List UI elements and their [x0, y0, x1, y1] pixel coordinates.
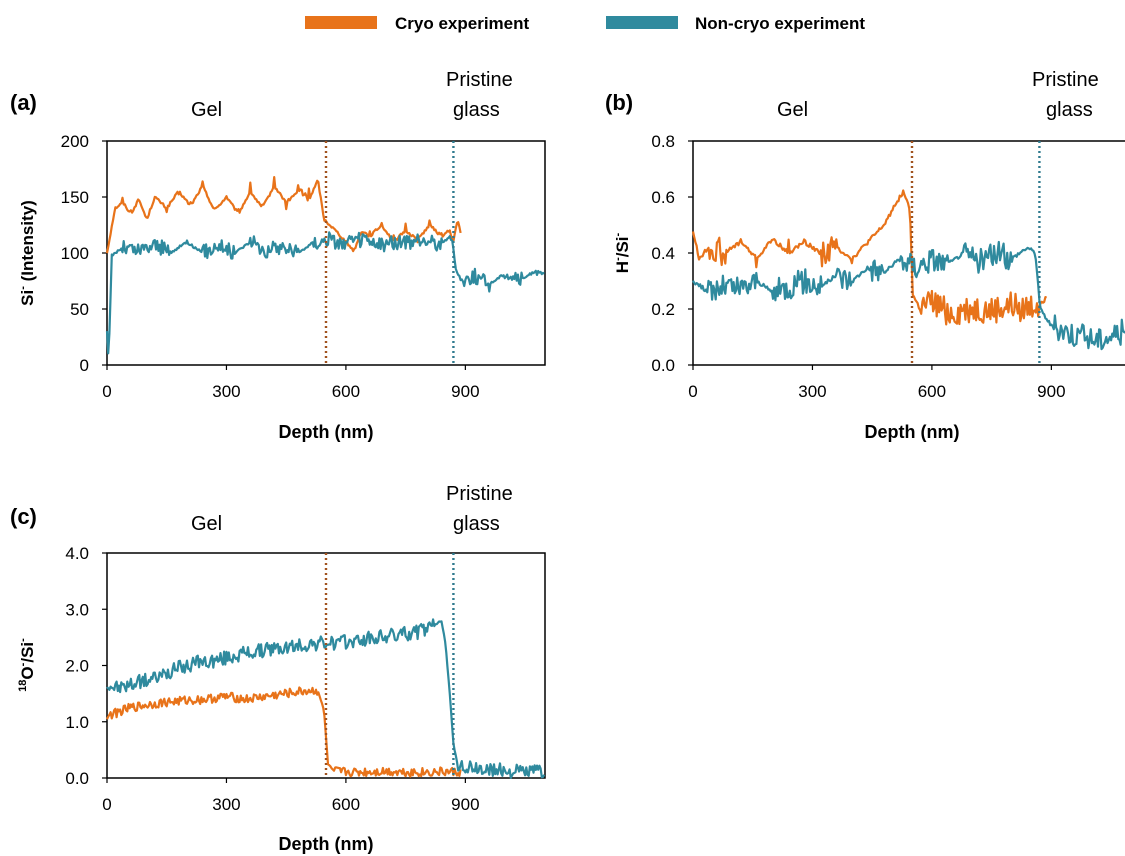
region-label-gel: Gel [191, 513, 222, 535]
x-tick-label: 300 [798, 382, 826, 401]
legend-label-noncryo: Non-cryo experiment [695, 14, 865, 33]
series-group [106, 618, 546, 779]
y-label-main: O [18, 666, 37, 679]
y-label-sup2: - [17, 638, 29, 642]
y-label-sup: - [17, 286, 29, 290]
y-tick-label: 1.0 [65, 713, 89, 732]
x-axis-label: Depth (nm) [279, 834, 374, 854]
x-tick-label: 0 [102, 382, 111, 401]
boundary-lines [324, 141, 455, 365]
y-tick-label: 2.0 [65, 657, 89, 676]
region-label-glass: glass [453, 99, 500, 121]
y-tick-label: 0.0 [651, 356, 675, 375]
x-tick-label: 900 [451, 382, 479, 401]
panel-c: (c) Gel Pristine glass 0.0 1.0 2.0 3.0 4.0 0… [10, 483, 546, 854]
region-label-gel: Gel [777, 99, 808, 121]
region-label-glass: glass [453, 513, 500, 535]
y-tick-label: 150 [61, 188, 89, 207]
region-label-glass: glass [1046, 99, 1093, 121]
x-ticks: 0 300 600 900 [102, 365, 480, 401]
panel-label: (c) [10, 504, 37, 529]
boundary-lines [324, 553, 455, 778]
region-label-pristine: Pristine [446, 69, 513, 91]
series-line-noncryo [106, 618, 546, 779]
y-tick-label: 0 [80, 356, 89, 375]
x-axis-label: Depth (nm) [279, 422, 374, 442]
y-label-rest: (Intensity) [18, 200, 37, 286]
y-tick-label: 100 [61, 244, 89, 263]
series-group [691, 189, 1125, 351]
series-line-cryo [106, 686, 462, 778]
region-label-pristine: Pristine [446, 483, 513, 505]
x-tick-label: 900 [1037, 382, 1065, 401]
panel-label: (a) [10, 90, 37, 115]
region-label-pristine: Pristine [1032, 69, 1099, 91]
y-tick-label: 50 [70, 300, 89, 319]
y-axis-label: Si- (Intensity) [17, 200, 37, 306]
y-label-presup: 18 [17, 680, 29, 692]
y-label-main: Si [18, 290, 37, 306]
x-tick-label: 300 [212, 382, 240, 401]
legend-swatch-noncryo [606, 16, 678, 29]
panel-b: (b) Gel Pristine glass 0.0 0.2 0.4 0.6 0.8 0… [605, 69, 1125, 442]
y-tick-label: 0.8 [651, 132, 675, 151]
y-label-rest: /Si [18, 642, 37, 663]
series-line-cryo [691, 189, 1048, 326]
legend-label-cryo: Cryo experiment [395, 14, 529, 33]
panel-a: (a) Gel Pristine glass 0 50 100 150 200 0 300… [10, 69, 546, 442]
y-label-main: H [613, 261, 632, 273]
y-label-sup2: - [612, 232, 624, 236]
y-ticks: 0 50 100 150 200 [61, 132, 107, 375]
y-tick-label: 4.0 [65, 544, 89, 563]
y-ticks: 0.0 1.0 2.0 3.0 4.0 [65, 544, 107, 788]
y-tick-label: 0.4 [651, 244, 675, 263]
x-tick-label: 900 [451, 795, 479, 814]
y-label-sup: - [17, 662, 29, 666]
series-line-cryo [105, 176, 462, 254]
y-tick-label: 3.0 [65, 600, 89, 619]
x-tick-label: 600 [332, 795, 360, 814]
panel-label: (b) [605, 90, 633, 115]
region-label-gel: Gel [191, 99, 222, 121]
y-axis-label: 18O-/Si- [17, 638, 37, 692]
y-tick-label: 0.2 [651, 300, 675, 319]
boundary-lines [910, 141, 1041, 365]
y-tick-label: 0.6 [651, 188, 675, 207]
x-tick-label: 0 [102, 795, 111, 814]
x-tick-label: 0 [688, 382, 697, 401]
x-ticks: 0 300 600 900 [688, 365, 1066, 401]
y-tick-label: 0.0 [65, 769, 89, 788]
y-label-sup: - [612, 257, 624, 261]
y-axis-label: H-/Si- [612, 232, 632, 273]
x-tick-label: 300 [212, 795, 240, 814]
x-ticks: 0 300 600 900 [102, 778, 480, 814]
legend-swatch-cryo [305, 16, 377, 29]
y-ticks: 0.0 0.2 0.4 0.6 0.8 [651, 132, 693, 375]
x-tick-label: 600 [332, 382, 360, 401]
x-axis-label: Depth (nm) [865, 422, 960, 442]
y-label-rest: /Si [613, 236, 632, 257]
x-tick-label: 600 [918, 382, 946, 401]
y-tick-label: 200 [61, 132, 89, 151]
legend: Cryo experiment Non-cryo experiment [305, 14, 865, 33]
